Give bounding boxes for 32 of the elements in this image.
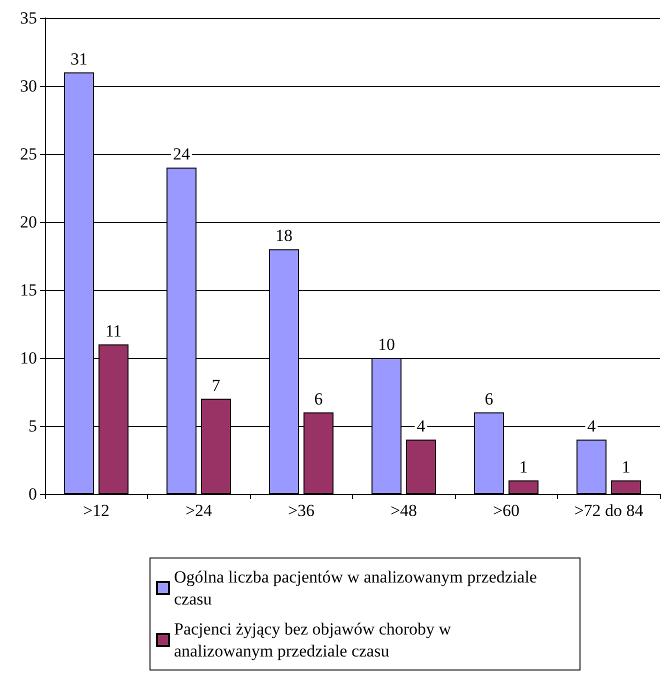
- data-label: 24: [173, 144, 190, 164]
- y-tick-label: 0: [28, 484, 37, 504]
- bar: [576, 440, 606, 494]
- data-label: 4: [587, 416, 596, 436]
- bar: [508, 480, 538, 494]
- data-label: 4: [416, 416, 426, 436]
- data-label: 1: [519, 457, 528, 476]
- y-tick-label: 20: [20, 212, 37, 232]
- x-tick-label: >48: [390, 501, 418, 520]
- data-label: 1: [622, 457, 630, 476]
- legend-label: Ogólna liczba pacjentów w analizowanym przedziale czasu: [174, 568, 542, 608]
- data-label: 18: [276, 226, 292, 246]
- y-tick-label: 15: [20, 280, 37, 300]
- y-tick-label: 30: [20, 76, 37, 96]
- x-tick-label: >36: [288, 501, 315, 520]
- data-label: 31: [70, 49, 88, 68]
- bar: [406, 440, 436, 494]
- y-tick-label: 10: [20, 348, 37, 368]
- data-label: 10: [378, 335, 395, 354]
- data-label: 6: [314, 389, 323, 408]
- x-tick-label: >12: [82, 501, 110, 520]
- y-tick-label: 25: [20, 144, 37, 164]
- y-tick-label: 35: [20, 8, 37, 28]
- legend-label: Pacjenci żyjący bez objawów choroby w analizowanym przedziale czasu: [174, 620, 456, 660]
- x-tick-label: >72 do 84: [574, 501, 644, 520]
- data-label: 11: [105, 321, 122, 340]
- data-label: 6: [484, 389, 494, 408]
- y-tick-label: 5: [28, 416, 37, 436]
- x-tick-label: >24: [185, 501, 213, 520]
- x-tick-label: >60: [492, 501, 520, 520]
- data-label: 7: [212, 376, 221, 395]
- bar: [611, 480, 641, 494]
